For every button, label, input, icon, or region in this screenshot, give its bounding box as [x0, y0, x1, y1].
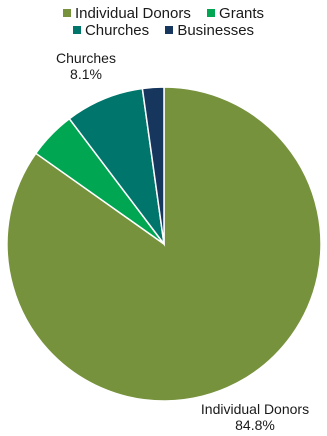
data-label-value: 8.1% — [70, 66, 102, 82]
legend: Individual Donors Grants Churches Busine… — [0, 5, 327, 39]
legend-label: Individual Donors — [74, 5, 191, 22]
legend-row: Churches Businesses — [0, 22, 327, 39]
data-label-value: 84.8% — [235, 417, 275, 433]
legend-swatch — [72, 26, 81, 34]
legend-row: Individual Donors Grants — [0, 5, 327, 22]
legend-item-churches: Churches — [72, 22, 150, 39]
legend-label: Churches — [84, 22, 150, 39]
legend-label: Grants — [219, 5, 265, 22]
legend-label: Businesses — [177, 22, 255, 39]
legend-item-grants: Grants — [207, 5, 264, 22]
pie-slice-businesses — [141, 86, 165, 245]
legend-swatch — [207, 9, 216, 17]
legend-item-businesses: Businesses — [165, 22, 254, 39]
legend-swatch — [165, 26, 174, 34]
data-label-name: Churches — [56, 50, 116, 66]
legend-item-individual-donors: Individual Donors — [62, 5, 191, 22]
data-label-name: Individual Donors — [201, 401, 309, 417]
pie-slices — [6, 86, 322, 402]
legend-swatch — [62, 9, 71, 17]
